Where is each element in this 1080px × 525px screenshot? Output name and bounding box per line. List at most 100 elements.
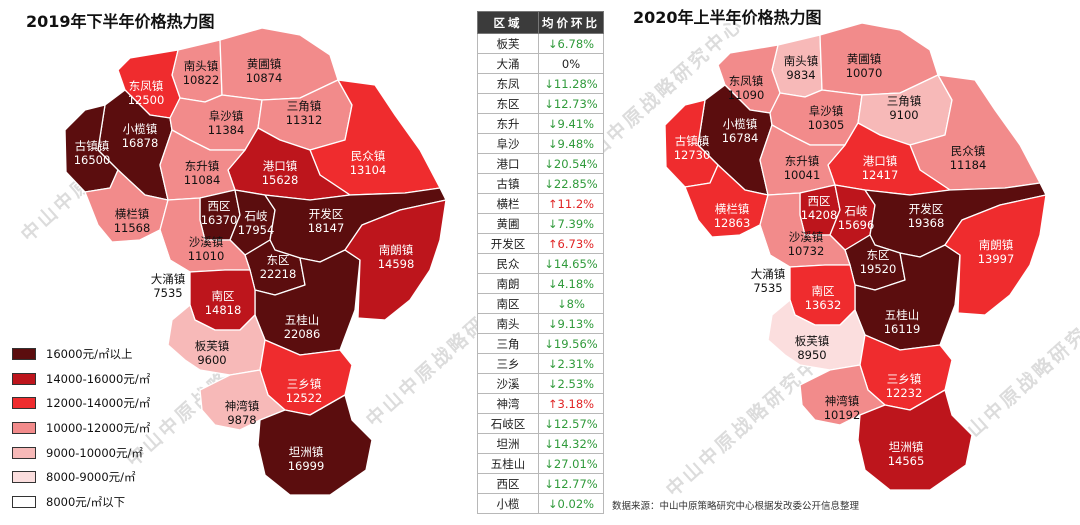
map-2019-district-sanxiang-name: 三乡镇 <box>287 377 322 391</box>
map-2020-district-gangkou-name: 港口镇 <box>863 154 898 168</box>
map-2020-district-xiaolan-price: 16784 <box>722 131 759 145</box>
price-change-cell: ↓6.78% <box>538 33 604 54</box>
price-change-cell: ↓14.32% <box>538 433 604 454</box>
map-2019-district-shenwan-name: 神湾镇 <box>225 399 260 413</box>
region-name-cell: 民众 <box>477 253 539 274</box>
price-change-cell: ↑11.2% <box>538 193 604 214</box>
price-change-cell: ↓0.02% <box>538 493 604 514</box>
map-2020-district-wuguishan-name: 五桂山 <box>885 308 920 322</box>
map-2019-district-dongqu-price: 22218 <box>260 267 297 281</box>
map-2020-district-gangkou-price: 12417 <box>862 168 899 182</box>
table-row: 小榄 ↓0.02% <box>477 493 604 514</box>
map-2019-district-wuguishan-price: 22086 <box>284 327 321 341</box>
legend-swatch <box>12 348 36 361</box>
price-change-cell: ↓11.28% <box>538 73 604 94</box>
legend-swatch <box>12 446 36 459</box>
map-2020-district-shaxi-price: 10732 <box>788 244 825 258</box>
map-2020-district-xiqu-price: 14208 <box>801 208 838 222</box>
price-change-cell: ↑6.73% <box>538 233 604 254</box>
legend-swatch <box>12 495 36 508</box>
map-2019-district-henglan-name: 横栏镇 <box>115 207 150 221</box>
map-2019-district-shiqi-price: 17954 <box>238 223 275 237</box>
region-name-cell: 西区 <box>477 473 539 494</box>
map-2019-district-fusha-price: 11384 <box>208 123 245 137</box>
map-2020-district-huangpu-price: 10070 <box>846 66 883 80</box>
price-change-cell: ↓9.13% <box>538 313 604 334</box>
price-change-cell: ↓20.54% <box>538 153 604 174</box>
map-2020-district-dongsheng-name: 东升镇 <box>785 154 820 168</box>
legend-swatch <box>12 397 36 410</box>
map-2019-district-shiqi-name: 石岐 <box>245 209 268 223</box>
map-2020-district-tanzhou-area <box>857 389 973 491</box>
table-row: 横栏 ↑11.2% <box>477 193 604 214</box>
map-2019-district-tanzhou-name: 坦洲镇 <box>289 445 324 459</box>
region-name-cell: 南朗 <box>477 273 539 294</box>
region-name-cell: 开发区 <box>477 233 539 254</box>
map-2019-district-shaxi-price: 11010 <box>188 249 225 263</box>
legend-label: 14000-16000元/㎡ <box>46 371 151 386</box>
map-2019-district-huangpu-name: 黄圃镇 <box>247 57 282 71</box>
price-change-cell: ↓7.39% <box>538 213 604 234</box>
map-2020-district-fusha-name: 阜沙镇 <box>809 104 844 118</box>
map-2019-district-nanlang-price: 14598 <box>378 257 415 271</box>
map-2019-district-nanlang-name: 南朗镇 <box>379 243 414 257</box>
price-change-cell: ↓22.85% <box>538 173 604 194</box>
map-2020-district-sanxiang-price: 12232 <box>886 386 923 400</box>
map-2019-district-xiaolan-name: 小榄镇 <box>123 122 158 136</box>
map-2019-district-sanjiao-name: 三角镇 <box>287 99 322 113</box>
map-2020-district-sanjiao-name: 三角镇 <box>887 94 922 108</box>
map-2020-district-nantou-name: 南头镇 <box>784 54 819 68</box>
map-2020-district-kaifaqu-price: 19368 <box>908 216 945 230</box>
legend-item: 12000-14000元/㎡ <box>12 391 150 416</box>
region-name-cell: 阜沙 <box>477 133 539 154</box>
map-2020-district-xiaolan-name: 小榄镇 <box>723 117 758 131</box>
data-source-note: 数据来源：中山中原策略研究中心根据发改委公开信息整理 <box>612 501 860 512</box>
map-2019-district-dongsheng-name: 东升镇 <box>185 159 220 173</box>
map-2019-district-xiqu-name: 西区 <box>208 199 231 213</box>
legend-label: 16000元/㎡以上 <box>46 347 133 362</box>
price-change-cell: ↓2.31% <box>538 353 604 374</box>
price-change-cell: ↓12.73% <box>538 93 604 114</box>
map-2020-district-nanqu-name: 南区 <box>812 284 835 298</box>
region-column-header: 区域 <box>477 11 539 34</box>
table-row: 港口 ↓20.54% <box>477 153 604 174</box>
table-row: 坦洲 ↓14.32% <box>477 433 604 454</box>
map-2020-district-henglan-name: 横栏镇 <box>715 202 750 216</box>
region-name-cell: 五桂山 <box>477 453 539 474</box>
price-change-cell: ↓9.48% <box>538 133 604 154</box>
region-name-cell: 东升 <box>477 113 539 134</box>
map-2019-district-shenwan-price: 9878 <box>227 413 256 427</box>
map-2020-district-minzhong-price: 11184 <box>950 158 987 172</box>
map-2020-district-nantou-price: 9834 <box>786 68 815 82</box>
map-2019-district-dongsheng-area <box>159 129 246 201</box>
map-2019-district-kaifaqu-price: 18147 <box>308 221 345 235</box>
map-2019-district-henglan-price: 11568 <box>114 221 151 235</box>
map-2019-district-nanlang-area <box>344 199 447 321</box>
table-row: 古镇 ↓22.85% <box>477 173 604 194</box>
price-change-cell: ↓2.53% <box>538 373 604 394</box>
map-2019-district-guzhen-name: 古镇镇 <box>75 139 110 153</box>
map-2020-district-guzhen-price: 12730 <box>674 148 711 162</box>
map-2019-district-gangkou-name: 港口镇 <box>263 159 298 173</box>
table-row: 民众 ↓14.65% <box>477 253 604 274</box>
map-2020-district-shaxi-name: 沙溪镇 <box>789 230 824 244</box>
map-2019-district-wuguishan-name: 五桂山 <box>285 313 320 327</box>
region-name-cell: 东凤 <box>477 73 539 94</box>
map-2019-district-minzhong-price: 13104 <box>350 163 387 177</box>
region-name-cell: 南头 <box>477 313 539 334</box>
legend-label: 9000-10000元/㎡ <box>46 445 143 460</box>
map-2020-district-sanjiao-price: 9100 <box>889 108 918 122</box>
table-row: 东凤 ↓11.28% <box>477 73 604 94</box>
legend-label: 8000元/㎡以下 <box>46 494 126 509</box>
price-change-table: 区域 均价环比 板芙 ↓6.78% 大涌 0% 东凤 ↓11.28% 东区 ↓12.73% 东升… <box>477 11 604 514</box>
table-row: 石岐区 ↓12.57% <box>477 413 604 434</box>
map-2020-district-dongfeng-name: 东凤镇 <box>729 74 764 88</box>
region-name-cell: 沙溪 <box>477 373 539 394</box>
map-2020-district-shenwan-name: 神湾镇 <box>825 394 860 408</box>
map-2019-district-nantou-name: 南头镇 <box>184 59 219 73</box>
region-name-cell: 古镇 <box>477 173 539 194</box>
table-header-row: 区域 均价环比 <box>477 11 604 34</box>
